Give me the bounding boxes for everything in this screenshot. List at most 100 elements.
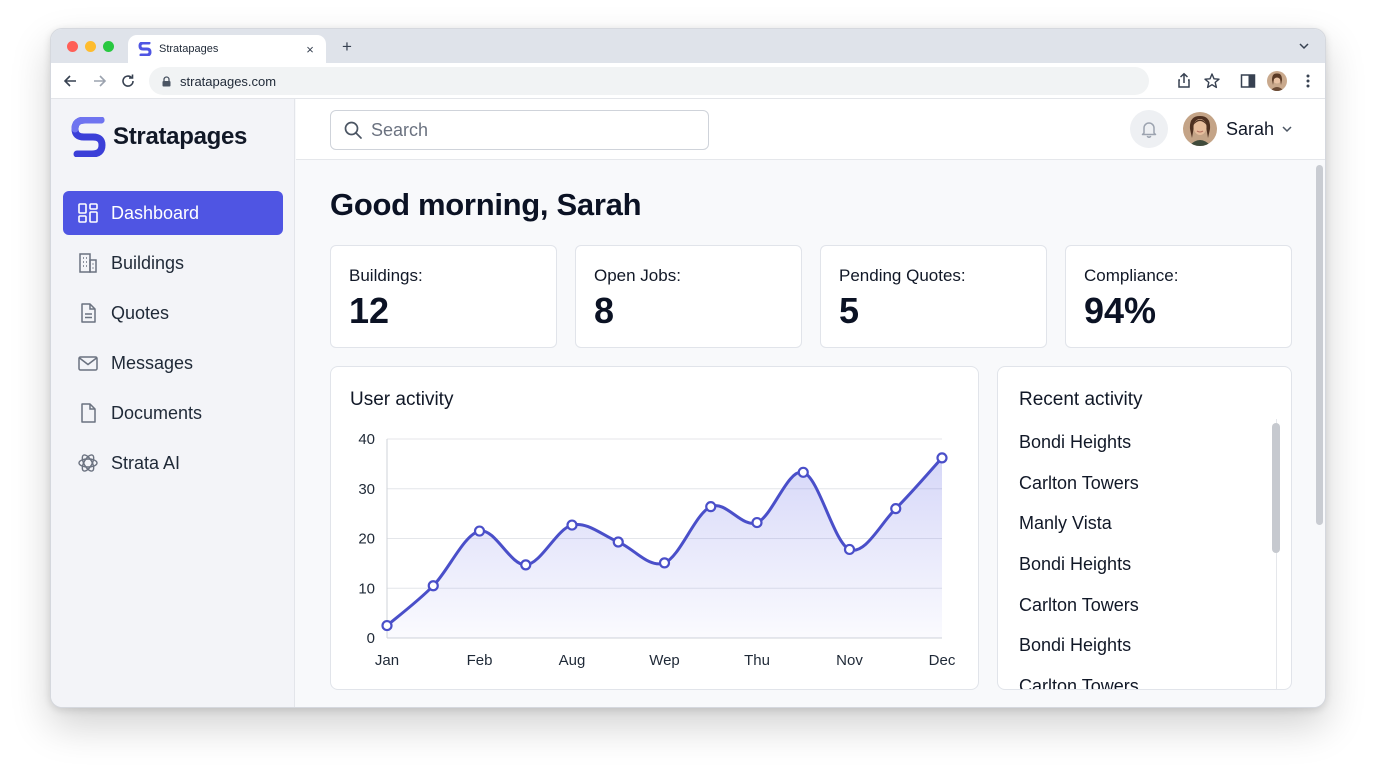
stat-label: Compliance: [1084,266,1179,285]
main-scrollbar[interactable] [1316,165,1323,525]
minimize-window-button[interactable] [85,41,96,52]
data-point [473,525,486,537]
sidebar-item-messages[interactable]: Messages [63,341,283,385]
data-point [381,619,393,632]
recent-activity-title: Recent activity [1019,389,1143,410]
list-item[interactable]: Carlton Towers [1019,594,1139,615]
stat-label: Open Jobs: [594,266,681,285]
sidebar: Stratapages Dashboard Buildings [51,99,295,707]
list-item[interactable]: Carlton Towers [1019,472,1139,493]
browser-tab[interactable]: Stratapages × [128,35,326,63]
data-point [936,452,948,464]
close-tab-icon[interactable]: × [306,41,314,57]
search-input[interactable] [371,119,691,141]
stat-value: 94% [1084,290,1157,331]
sidebar-item-documents[interactable]: Documents [63,391,283,435]
y-tick-label: 20 [358,531,375,548]
user-activity-panel: 0 10 20 30 40 Jan Feb Aug Wep Thu Nov Dec User acti… [330,366,979,690]
y-tick-label: 0 [367,630,375,647]
tab-list-chevron-icon[interactable] [1297,39,1311,53]
user-activity-chart: 0 10 20 30 40 Jan Feb Aug Wep Thu Nov Dec [358,431,956,669]
share-icon[interactable] [1175,72,1193,90]
sidebar-item-dashboard[interactable]: Dashboard [63,191,283,235]
x-tick-label: Jan [375,652,399,669]
list-item[interactable]: Manly Vista [1019,513,1112,534]
list-item[interactable]: Bondi Heights [1019,635,1132,656]
stat-label: Pending Quotes: [839,266,966,285]
url-text: stratapages.com [180,73,277,89]
stat-value: 8 [594,290,615,331]
data-point [566,519,578,531]
list-item[interactable]: Bondi Heights [1019,432,1132,452]
stat-card-open-jobs[interactable]: Open Jobs: 8 [575,245,802,348]
recent-activity-panel: Recent activity Bondi Heights Carlton To… [997,366,1292,690]
data-point [612,536,624,548]
chart-title: User activity [350,389,454,410]
search-box[interactable] [330,110,709,150]
address-bar[interactable]: stratapages.com [149,67,1149,95]
browser-profile-avatar[interactable] [1267,71,1287,91]
back-arrow-icon[interactable] [62,72,80,90]
x-tick-label: Nov [836,652,863,669]
data-point [797,466,809,478]
bookmark-star-icon[interactable] [1203,72,1221,90]
y-tick-label: 30 [358,481,375,498]
bell-icon [1141,122,1157,138]
user-name: Sarah [1226,118,1275,139]
main-content: Sarah Good morning, Sarah Buildings: 12 … [296,99,1325,707]
data-point [751,516,763,529]
side-panel-icon[interactable] [1239,72,1257,90]
x-tick-label: Feb [467,652,493,669]
sidebar-item-strata-ai[interactable]: Strata AI [63,441,283,485]
search-icon [344,121,362,139]
quote-document-icon [81,303,96,323]
data-point [890,503,902,515]
brand[interactable]: Stratapages [71,117,247,157]
maximize-window-button[interactable] [103,41,114,52]
y-tick-label: 40 [358,431,375,448]
dashboard-icon [78,203,98,223]
stat-value: 5 [839,290,860,331]
sidebar-item-quotes[interactable]: Quotes [63,291,283,335]
ai-swirl-icon [78,454,98,472]
sidebar-item-label: Documents [111,402,203,423]
lock-icon [162,75,171,86]
stratapages-favicon-icon [138,42,152,56]
activity-scrollbar[interactable] [1272,423,1280,553]
avatar [1183,112,1217,146]
data-point [843,543,856,556]
browser-menu-icon[interactable] [1299,72,1317,90]
envelope-icon [78,356,98,371]
x-tick-label: Aug [559,652,586,669]
list-item[interactable]: Bondi Heights [1019,554,1132,575]
sidebar-item-buildings[interactable]: Buildings [63,241,283,285]
y-tick-label: 10 [358,580,375,597]
sidebar-item-label: Dashboard [111,202,200,223]
x-tick-label: Wep [649,652,680,669]
recent-activity-list: Bondi Heights Carlton Towers Manly Vista… [1019,430,1139,690]
sidebar-item-label: Messages [111,352,194,373]
notifications-button[interactable] [1130,110,1168,148]
browser-window: Stratapages × + stratapages.com [50,28,1326,708]
stat-value: 12 [349,290,390,331]
stat-card-pending-quotes[interactable]: Pending Quotes: 5 [820,245,1047,348]
document-icon [81,403,96,423]
chevron-down-icon [1282,126,1292,133]
list-item[interactable]: Carlton Towers [1019,676,1139,690]
close-window-button[interactable] [67,41,78,52]
activity-scroll-track [1276,419,1277,689]
browser-toolbar: stratapages.com [51,63,1325,99]
forward-arrow-icon[interactable] [90,72,108,90]
x-tick-label: Thu [744,652,770,669]
stat-card-compliance[interactable]: Compliance: 94% [1065,245,1292,348]
sidebar-item-label: Strata AI [111,452,181,473]
stat-label: Buildings: [349,266,423,285]
stat-card-buildings[interactable]: Buildings: 12 [330,245,557,348]
building-icon [79,253,97,273]
tab-title: Stratapages [159,43,219,55]
reload-icon[interactable] [119,72,137,90]
sidebar-item-label: Buildings [111,252,185,273]
brand-name: Stratapages [113,123,248,150]
user-menu[interactable]: Sarah [1183,112,1294,146]
new-tab-button[interactable]: + [342,37,352,56]
